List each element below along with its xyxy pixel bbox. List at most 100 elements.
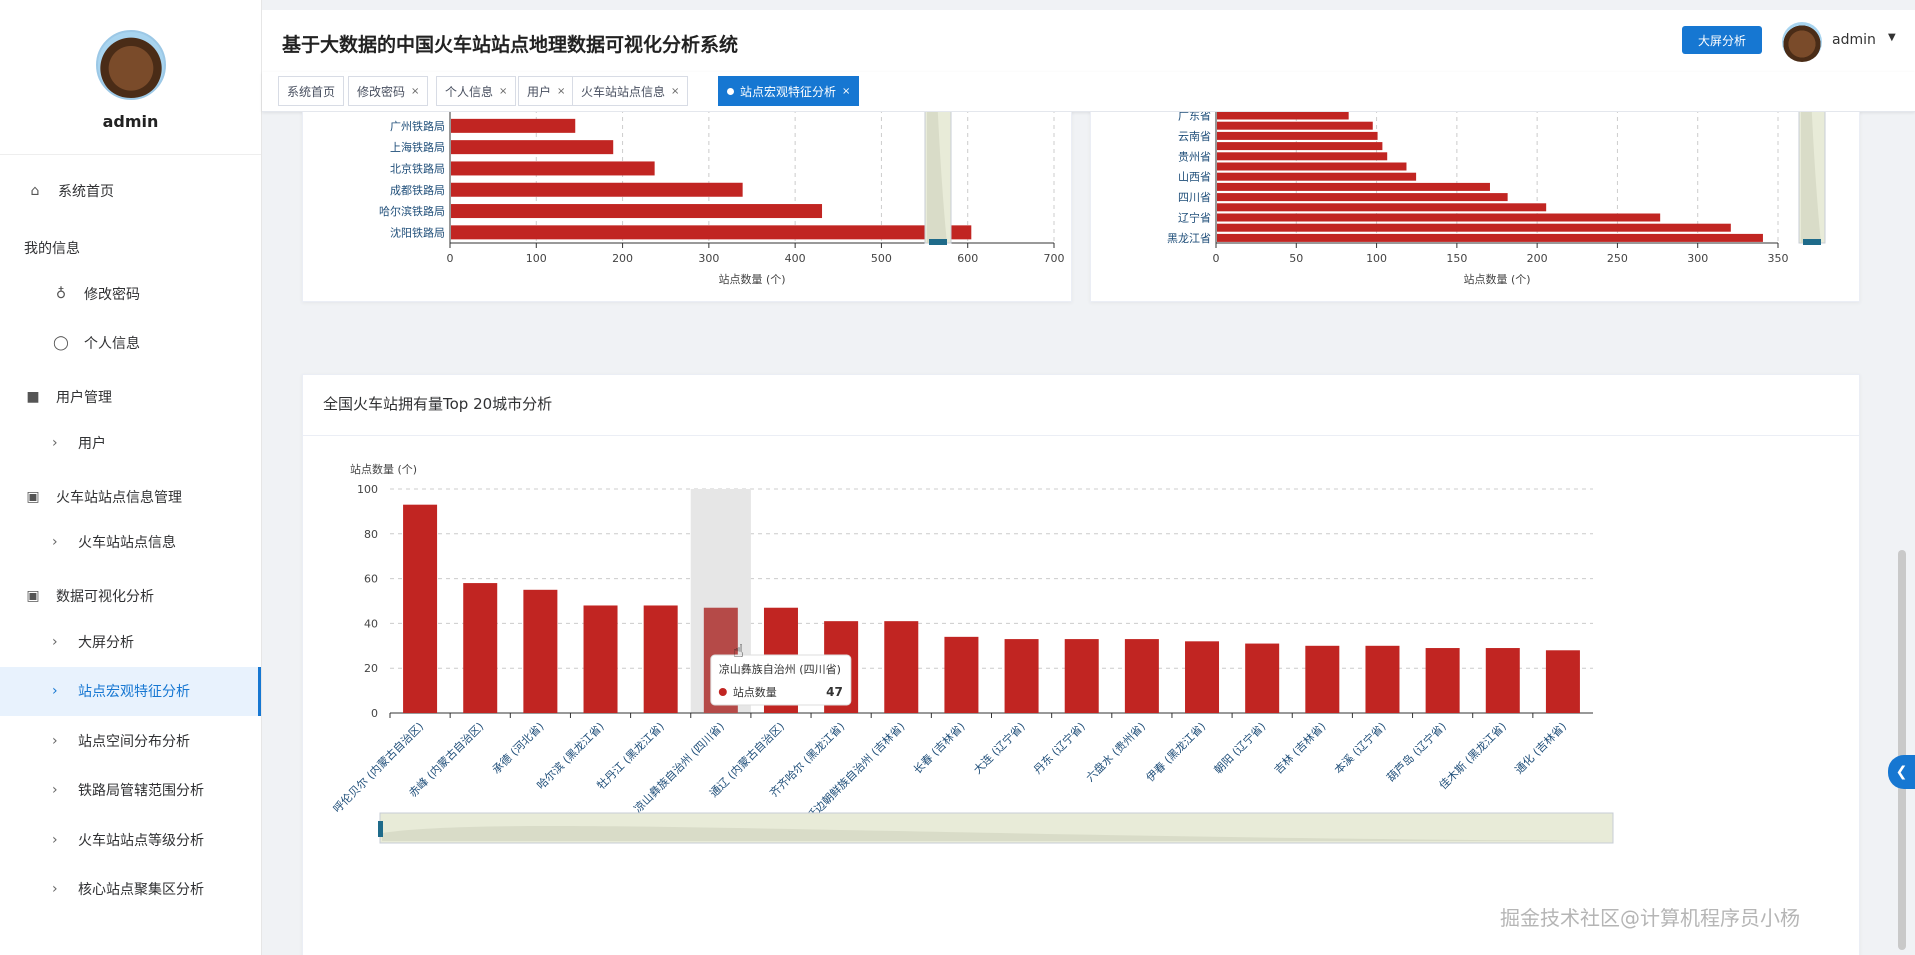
bar[interactable] (1185, 641, 1220, 713)
bar[interactable] (451, 161, 655, 176)
bar[interactable] (1217, 172, 1417, 181)
chevron-right-icon: › (52, 683, 58, 700)
x-tick-label: 200 (612, 252, 633, 265)
y-tick-label: 100 (357, 483, 378, 496)
tab-4[interactable]: 火车站站点信息 × (572, 76, 689, 106)
bar[interactable] (944, 636, 979, 713)
close-icon[interactable]: × (671, 85, 680, 97)
close-icon[interactable]: × (557, 85, 566, 97)
sidebar-item-11[interactable]: › 站点空间分布分析 (0, 716, 261, 766)
card-divider (303, 435, 1859, 436)
bar[interactable] (1217, 182, 1490, 191)
x-axis-label: 站点数量 (个) (1463, 272, 1530, 286)
chevron-left-icon[interactable]: ❮ (1888, 755, 1915, 789)
bar[interactable] (1217, 112, 1349, 120)
bar[interactable] (451, 225, 972, 240)
bar[interactable] (1217, 152, 1388, 161)
tab-2[interactable]: 个人信息 × (436, 76, 517, 106)
x-tick-label: 大连 (辽宁省) (970, 719, 1027, 776)
y-tick-label: 四川省 (1178, 191, 1211, 204)
tab-1[interactable]: 修改密码 × (348, 76, 429, 106)
sidebar-item-12[interactable]: › 铁路局管辖范围分析 (0, 766, 261, 816)
zoom-slider-handle[interactable] (378, 821, 383, 837)
sidebar-item-13[interactable]: › 火车站站点等级分析 (0, 815, 261, 865)
sidebar-item-2[interactable]: ♁ 修改密码 (0, 269, 261, 319)
y-axis-label: 站点数量 (个) (350, 462, 417, 476)
bar[interactable] (451, 204, 823, 219)
big-screen-button[interactable]: 大屏分析 (1682, 26, 1762, 54)
bar[interactable] (1305, 645, 1340, 713)
tab-label: 系统首页 (287, 84, 336, 99)
sidebar-item-label: 火车站站点信息 (78, 535, 176, 552)
sidebar-item-7[interactable]: › 火车站站点信息 (0, 518, 261, 568)
x-tick-label: 葫芦岛 (辽宁省) (1384, 719, 1449, 784)
sidebar-item-label: 用户管理 (56, 390, 112, 406)
bar[interactable] (1217, 213, 1661, 222)
bar[interactable] (451, 118, 576, 133)
sidebar-item-14[interactable]: › 核心站点聚集区分析 (0, 865, 261, 915)
bar[interactable] (1245, 643, 1280, 713)
bar[interactable] (583, 605, 618, 713)
y-tick-label: 辽宁省 (1178, 211, 1211, 225)
bar[interactable] (1545, 650, 1580, 713)
sidebar-item-3[interactable]: ◯ 个人信息 (0, 319, 261, 369)
series-marker (718, 688, 727, 696)
zoom-slider-handle[interactable] (929, 239, 947, 245)
bar[interactable] (1425, 648, 1460, 713)
bar[interactable] (1485, 648, 1520, 713)
bar[interactable] (1217, 193, 1508, 202)
user-avatar[interactable] (1782, 22, 1822, 62)
bar[interactable] (1217, 162, 1407, 171)
tab-3[interactable]: 用户 × (518, 76, 575, 106)
y-tick-label: 山西省 (1178, 171, 1211, 184)
sidebar-item-6: ▣ 火车站站点信息管理 (0, 476, 261, 518)
briefcase-icon: ■ (26, 389, 40, 405)
x-tick-label: 0 (1213, 252, 1220, 265)
zoom-slider-handle[interactable] (1803, 239, 1821, 245)
bar[interactable] (1217, 121, 1373, 130)
sidebar-item-9[interactable]: › 大屏分析 (0, 617, 261, 667)
tab-label: 个人信息 (445, 84, 494, 99)
bar[interactable] (884, 621, 919, 713)
close-icon[interactable]: × (411, 85, 420, 97)
bar[interactable] (1124, 639, 1159, 713)
x-tick-label: 400 (785, 252, 806, 265)
x-tick-label: 0 (447, 252, 454, 265)
close-icon[interactable]: × (499, 85, 508, 97)
close-icon[interactable]: × (842, 85, 851, 97)
sidebar-item-label: 我的信息 (24, 241, 80, 257)
bar[interactable] (1365, 645, 1400, 713)
bar[interactable] (463, 583, 498, 713)
user-name[interactable]: admin (1832, 32, 1876, 48)
bar[interactable] (1217, 142, 1383, 151)
chevron-right-icon: › (52, 831, 58, 848)
main-content: 0 100 200 300 400 500 600 700 沈阳铁路局 哈尔滨铁路局 成都铁路局 北京… (262, 112, 1915, 955)
y-tick-label: 北京铁路局 (390, 161, 445, 175)
tab-label: 修改密码 (357, 84, 406, 99)
tab-5[interactable]: 站点宏观特征分析 × (718, 76, 860, 106)
bar[interactable] (451, 140, 614, 155)
tab-0[interactable]: 系统首页 (278, 76, 345, 106)
sidebar-item-0[interactable]: ⌂ 系统首页 (0, 163, 261, 219)
bar[interactable] (1217, 131, 1378, 140)
caret-down-icon[interactable]: ▼ (1888, 32, 1896, 43)
sidebar-item-5[interactable]: › 用户 (0, 418, 261, 468)
bar[interactable] (1217, 233, 1763, 242)
page-scrollbar[interactable] (1898, 550, 1906, 950)
bar[interactable] (403, 504, 438, 713)
y-tick-label: 哈尔滨铁路局 (379, 204, 445, 218)
sidebar: admin ⌂ 系统首页 我的信息 ♁ 修改密码 ◯ 个人信息 ■ 用户管理 › 用户 ▣ 火车站站点信… (0, 0, 262, 955)
bar[interactable] (1004, 639, 1039, 713)
bar[interactable] (451, 182, 743, 197)
bar[interactable] (1217, 223, 1731, 232)
bar[interactable] (523, 589, 558, 713)
bar[interactable] (643, 605, 678, 713)
sidebar-item-10[interactable]: › 站点宏观特征分析 (0, 666, 261, 716)
bar[interactable] (1217, 203, 1547, 212)
tab-bar: 系统首页 修改密码 × 个人信息 × 用户 × 火车站站点信息 × 站点宏观特征分析 × (262, 72, 1915, 112)
avatar[interactable] (95, 30, 166, 100)
sidebar-menu: ⌂ 系统首页 我的信息 ♁ 修改密码 ◯ 个人信息 ■ 用户管理 › 用户 ▣ 火车站站点信息管理 › 火车… (0, 155, 261, 914)
y-tick-label: 广东省 (1178, 112, 1211, 123)
bar[interactable] (1064, 639, 1099, 713)
